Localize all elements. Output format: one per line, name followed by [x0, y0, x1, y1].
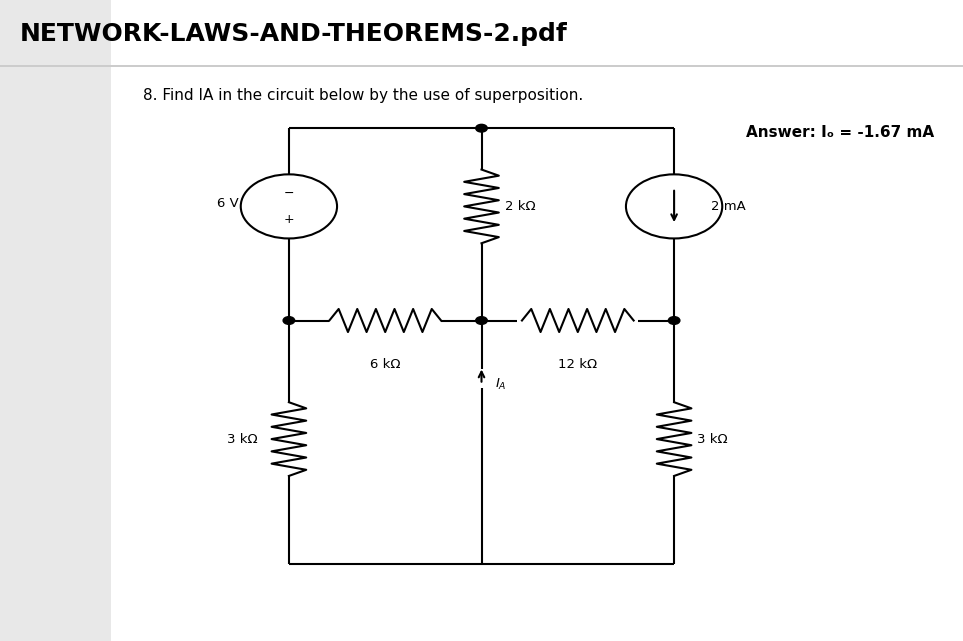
Text: $I_A$: $I_A$ — [495, 377, 507, 392]
Circle shape — [283, 317, 295, 324]
Text: 12 kΩ: 12 kΩ — [559, 358, 597, 370]
FancyBboxPatch shape — [111, 0, 963, 641]
Text: NETWORK-LAWS-AND-THEOREMS-2.pdf: NETWORK-LAWS-AND-THEOREMS-2.pdf — [19, 22, 567, 46]
Circle shape — [668, 317, 680, 324]
Circle shape — [476, 317, 487, 324]
Circle shape — [476, 124, 487, 132]
Text: −: − — [284, 187, 294, 199]
Text: 3 kΩ: 3 kΩ — [697, 433, 728, 445]
Text: 2 kΩ: 2 kΩ — [505, 200, 535, 213]
Text: Answer: Iₒ = -1.67 mA: Answer: Iₒ = -1.67 mA — [746, 125, 934, 140]
FancyBboxPatch shape — [0, 65, 963, 67]
Text: 3 kΩ: 3 kΩ — [227, 433, 258, 445]
Text: 2 mA: 2 mA — [711, 200, 745, 213]
Text: 6 V: 6 V — [217, 197, 239, 210]
Text: 6 kΩ: 6 kΩ — [370, 358, 401, 370]
Text: +: + — [283, 213, 295, 226]
Text: 8. Find IA in the circuit below by the use of superposition.: 8. Find IA in the circuit below by the u… — [143, 88, 583, 103]
